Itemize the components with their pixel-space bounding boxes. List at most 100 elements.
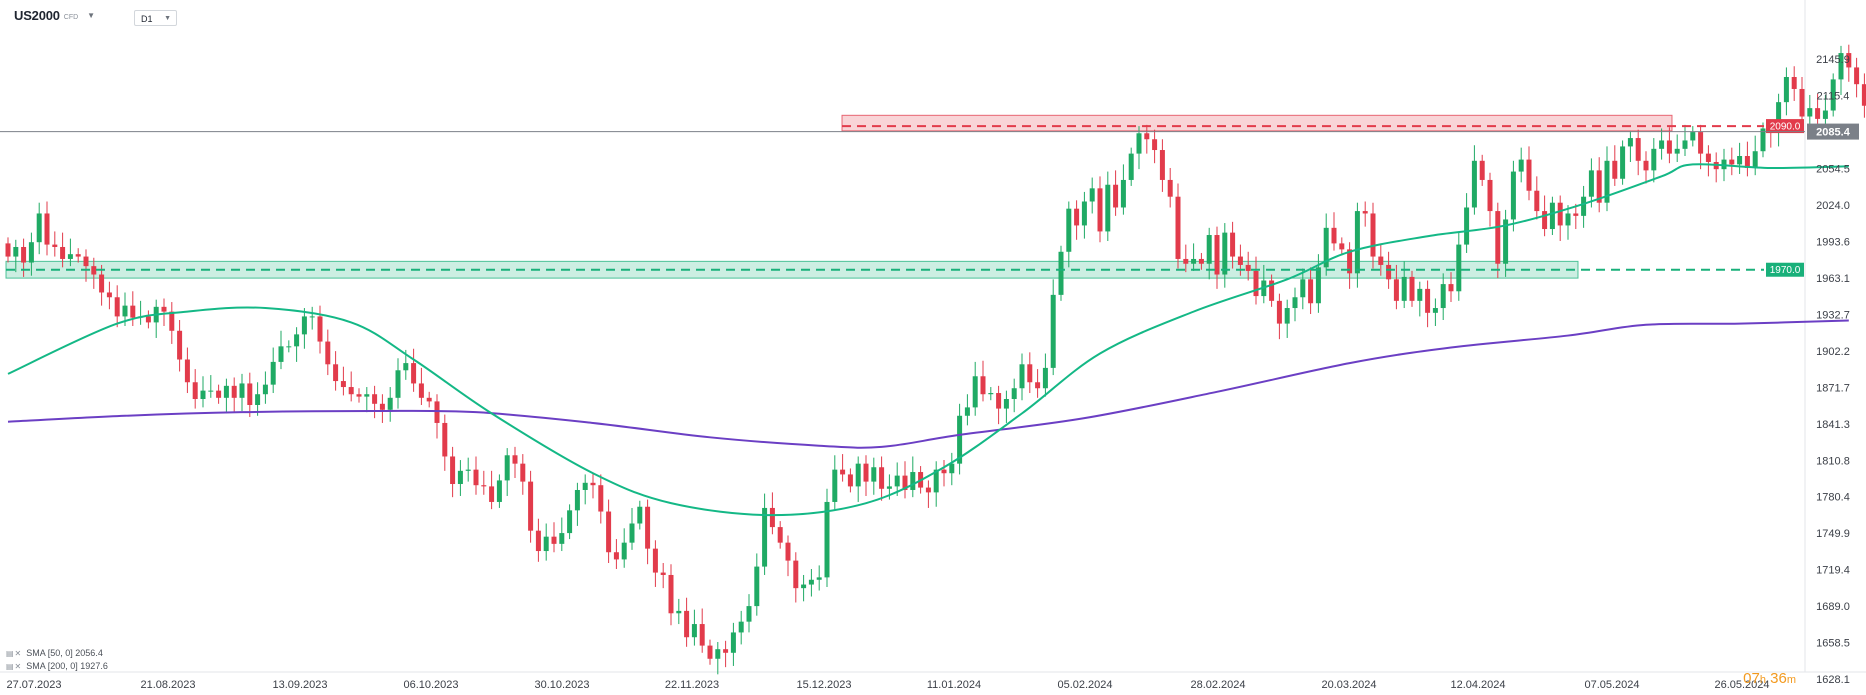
candle-body <box>1776 102 1782 133</box>
candle-147 <box>1152 129 1158 164</box>
candle-103 <box>808 568 814 597</box>
candle-body <box>395 370 401 398</box>
candle-body <box>621 542 627 560</box>
legend-sma50[interactable]: ▤✕ SMA [50, 0] 2056.4 <box>6 648 103 658</box>
instrument-selector[interactable]: US2000 CFD ▼ <box>14 8 95 23</box>
y-tick-label: 2054.5 <box>1816 164 1850 176</box>
candle-body <box>1136 133 1142 154</box>
timeframe-select[interactable]: D1 ▼ <box>134 10 177 26</box>
y-tick-label: 1810.8 <box>1816 455 1850 467</box>
candle-52 <box>411 348 417 392</box>
candle-0 <box>5 237 11 263</box>
candle-body <box>114 297 120 317</box>
y-tick-label: 2024.0 <box>1816 200 1850 212</box>
y-tick-label: 1689.0 <box>1816 601 1850 613</box>
candle-body <box>411 363 417 384</box>
candle-body <box>1401 276 1407 301</box>
candle-body <box>1854 67 1860 85</box>
candle-210 <box>1643 151 1649 184</box>
candle-body <box>13 246 19 257</box>
candle-233 <box>1822 94 1828 127</box>
legend-sma200[interactable]: ▤✕ SMA [200, 0] 1927.6 <box>6 661 108 671</box>
price-axis[interactable]: 2145.9 2115.4 2054.5 2024.0 1993.6 1963.1 1932… <box>1816 54 1850 686</box>
candle-212 <box>1659 128 1665 160</box>
candle-123 <box>964 394 970 426</box>
candle-235 <box>1838 45 1844 95</box>
candle-body <box>949 463 955 474</box>
settings-close-icon[interactable]: ▤✕ <box>6 648 23 658</box>
level-label-resistance: 2090.0 <box>1770 122 1801 133</box>
candle-body <box>1347 249 1353 274</box>
candle-body <box>1612 160 1618 179</box>
candle-body <box>1050 294 1056 368</box>
candle-229 <box>1791 66 1797 101</box>
candle-body <box>1596 170 1602 203</box>
candle-232 <box>1815 93 1821 128</box>
candle-body <box>1144 133 1150 140</box>
candle-body <box>1323 227 1329 268</box>
candle-228 <box>1783 67 1789 116</box>
candle-198 <box>1549 196 1555 236</box>
chevron-down-icon[interactable]: ▼ <box>87 11 96 20</box>
candle-82 <box>645 499 651 565</box>
timer-minutes: 36 <box>1770 670 1787 687</box>
candle-body <box>777 527 783 543</box>
candle-152 <box>1191 243 1197 271</box>
candle-body <box>1276 300 1282 324</box>
candle-body <box>1113 184 1119 208</box>
candle-body <box>746 606 752 622</box>
candle-body <box>1214 235 1220 275</box>
candle-body <box>754 566 760 607</box>
legend-sma200-label: SMA [200, 0] 1927.6 <box>26 661 108 671</box>
candle-body <box>808 579 814 585</box>
candle-73 <box>574 482 580 526</box>
candle-54 <box>426 391 432 408</box>
candle-body <box>356 394 362 397</box>
candle-body <box>1105 184 1111 232</box>
candle-body <box>1752 151 1758 168</box>
candle-57 <box>450 446 456 498</box>
candle-body <box>972 376 978 408</box>
candle-58 <box>457 460 463 496</box>
candle-128 <box>1003 390 1009 423</box>
candle-body <box>122 305 128 317</box>
candle-body <box>426 397 432 402</box>
candle-237 <box>1854 57 1860 98</box>
candle-39 <box>309 306 315 330</box>
candle-93 <box>730 622 736 666</box>
candle-42 <box>333 351 339 391</box>
candle-countdown: 07h 36m <box>1743 670 1796 687</box>
candle-143 <box>1120 164 1126 215</box>
candle-72 <box>567 504 573 540</box>
candle-231 <box>1807 94 1813 127</box>
candle-body <box>1417 288 1423 301</box>
candle-body <box>28 242 34 263</box>
candle-body <box>1737 156 1743 165</box>
candle-body <box>1487 179 1493 212</box>
candle-body <box>340 381 346 388</box>
candle-196 <box>1534 176 1540 220</box>
candle-body <box>894 475 900 487</box>
moving-averages <box>7 163 1849 517</box>
candle-body <box>1081 201 1087 226</box>
time-axis[interactable]: 27.07.2023 21.08.2023 13.09.2023 06.10.2023… <box>6 679 1769 691</box>
candle-body <box>1635 138 1641 161</box>
last-price-label: 2085.4 <box>1816 127 1851 139</box>
candle-body <box>1557 202 1563 226</box>
candle-body <box>629 523 635 543</box>
sma200-line <box>7 319 1849 449</box>
candle-body <box>5 243 11 257</box>
candle-83 <box>652 540 658 587</box>
candle-body <box>1744 156 1750 168</box>
candle-body <box>1698 132 1704 154</box>
candle-207 <box>1620 140 1626 185</box>
candle-body <box>707 645 713 659</box>
candle-102 <box>801 574 807 602</box>
settings-close-icon[interactable]: ▤✕ <box>6 661 23 671</box>
chevron-down-icon: ▼ <box>164 15 171 22</box>
candle-112 <box>879 456 885 501</box>
candle-3 <box>28 232 34 276</box>
candle-91 <box>715 642 721 675</box>
candle-body <box>1128 153 1134 180</box>
